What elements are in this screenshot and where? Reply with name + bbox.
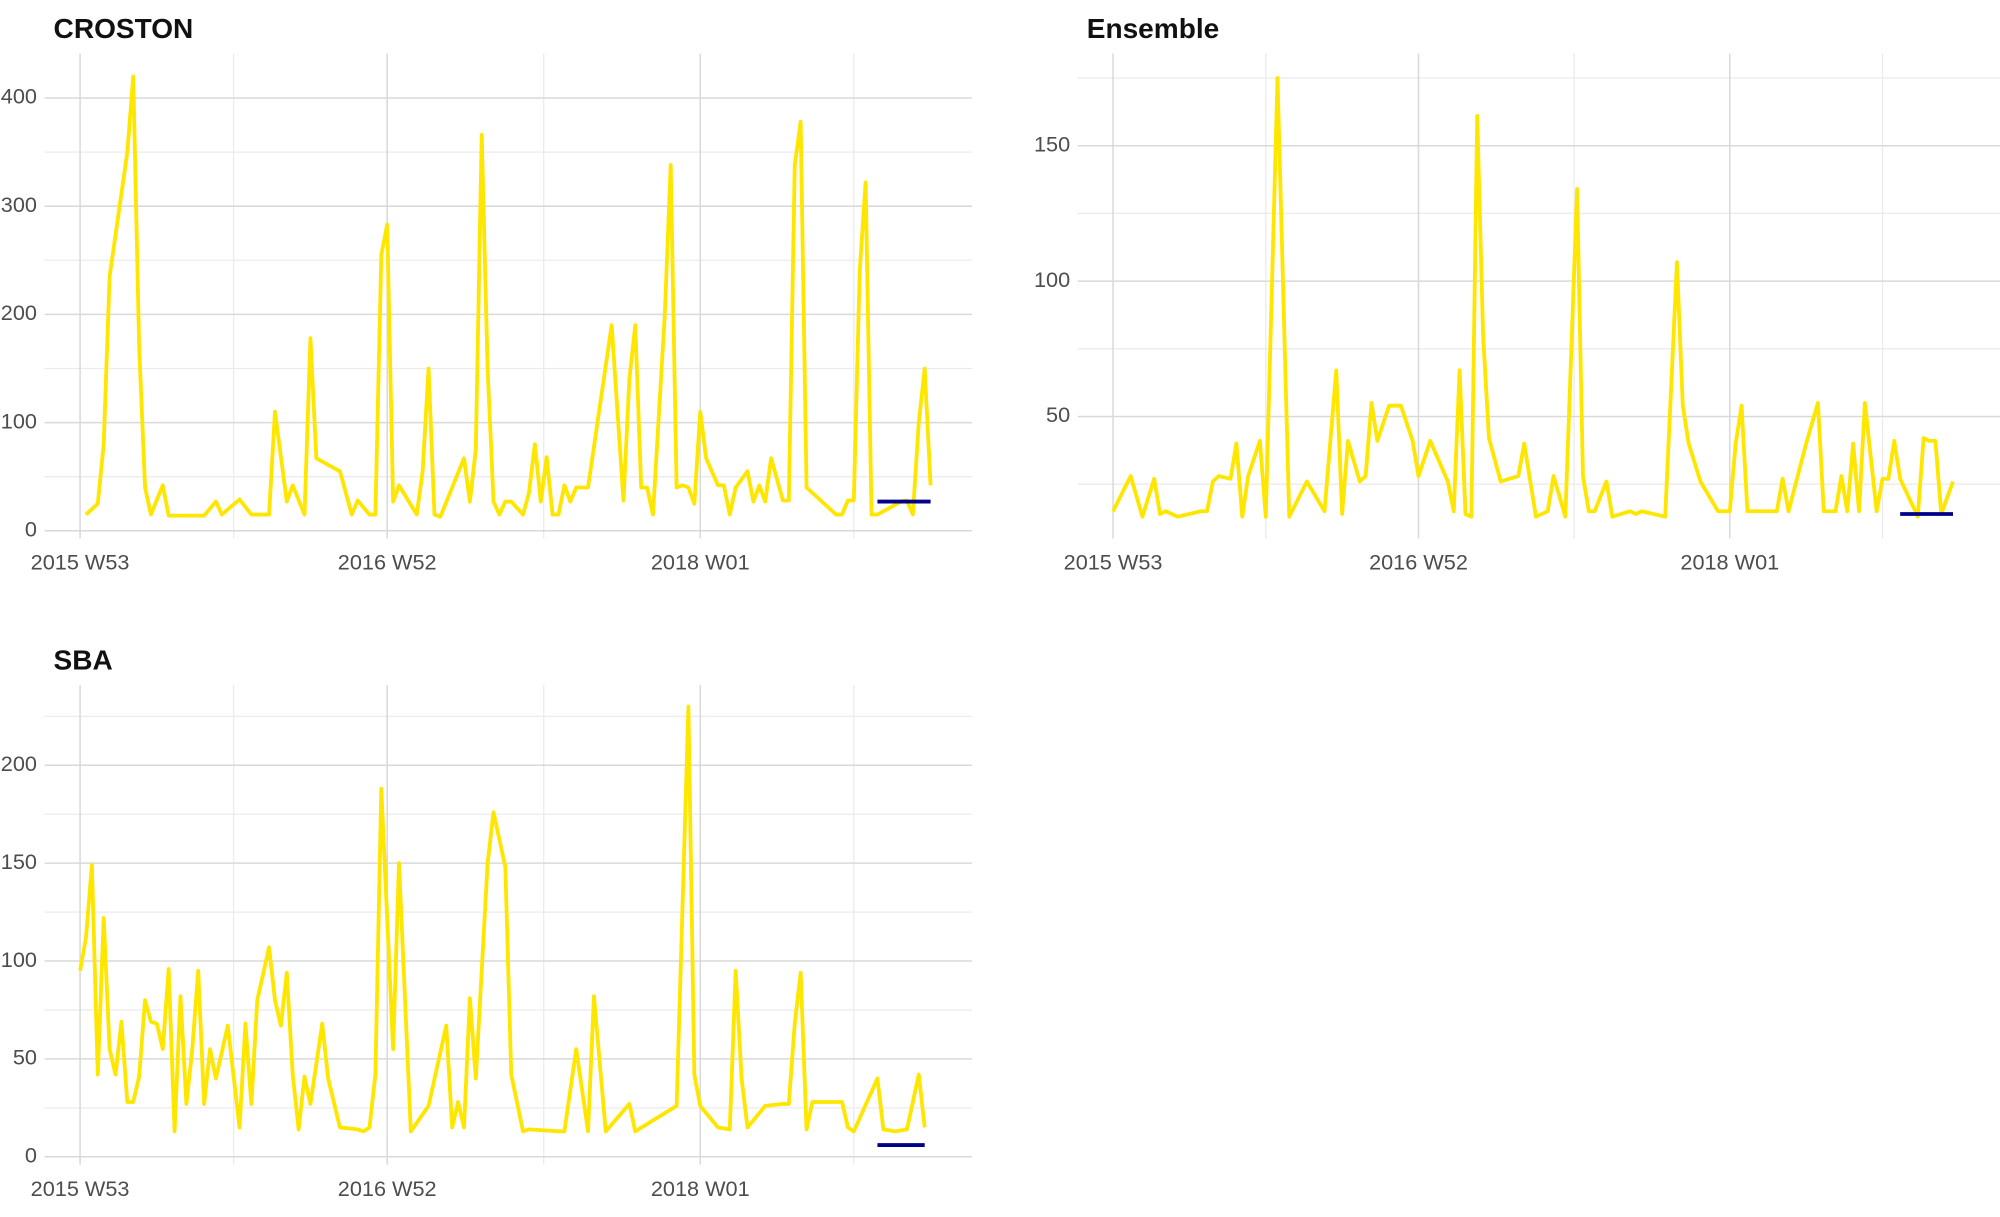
- panel-title: CROSTON: [54, 13, 194, 44]
- panel: SBA 0 50 100 150 200 2015 W53 2016 W52 2018 W01: [1, 644, 972, 1201]
- x-tick-label: 2015 W53: [31, 550, 130, 575]
- x-tick-label: 2016 W52: [338, 1176, 437, 1201]
- y-tick-label: 100: [1034, 267, 1070, 292]
- panel: Ensemble 50 100 150 2015 W53 2016 W52 2018 W01: [1034, 13, 2000, 575]
- series-line: [78, 704, 927, 1134]
- y-tick-label: 300: [1, 192, 37, 217]
- y-tick-label: 50: [13, 1045, 37, 1070]
- y-tick-label: 200: [1, 751, 37, 776]
- y-tick-label: 100: [1, 947, 37, 972]
- y-tick-label: 0: [25, 517, 37, 542]
- y-tick-label: 100: [1, 408, 37, 433]
- x-tick-label: 2015 W53: [31, 1176, 130, 1201]
- panel: CROSTON 0 100 200 300 400 2015 W53 2016 W52 2018…: [1, 13, 972, 575]
- x-tick-label: 2018 W01: [1680, 550, 1779, 575]
- y-tick-label: 400: [1, 84, 37, 109]
- x-tick-label: 2016 W52: [1369, 550, 1468, 575]
- x-tick-label: 2016 W52: [338, 550, 437, 575]
- y-tick-label: 0: [25, 1143, 37, 1168]
- y-tick-label: 150: [1034, 131, 1070, 156]
- x-tick-label: 2018 W01: [651, 1176, 750, 1201]
- series-line: [1111, 76, 1955, 519]
- y-tick-label: 50: [1046, 402, 1070, 427]
- series-line: [84, 74, 933, 519]
- x-tick-label: 2015 W53: [1064, 550, 1163, 575]
- y-tick-label: 200: [1, 300, 37, 325]
- panel-title: Ensemble: [1087, 13, 1220, 44]
- x-tick-label: 2018 W01: [651, 550, 750, 575]
- y-tick-label: 150: [1, 849, 37, 874]
- panel-title: SBA: [54, 644, 113, 675]
